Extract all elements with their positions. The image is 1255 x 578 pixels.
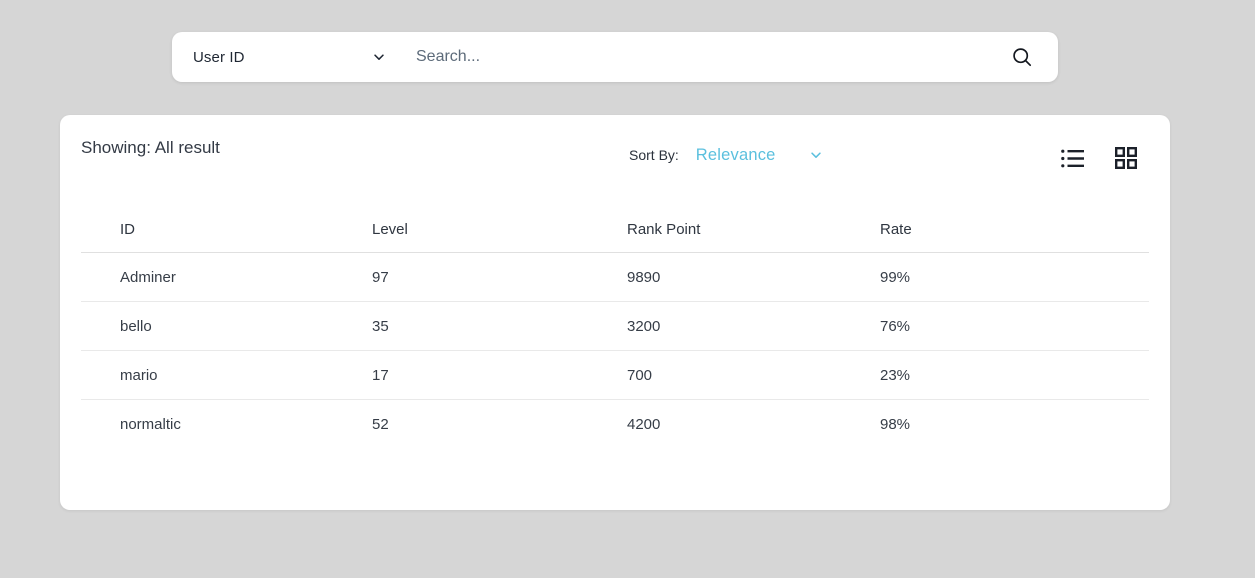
- table-row[interactable]: Adminer 97 9890 99%: [81, 253, 1149, 302]
- cell-id: Adminer: [120, 268, 176, 286]
- search-bar: User ID: [172, 32, 1058, 82]
- cell-level: 17: [372, 366, 389, 384]
- cell-rank-point: 9890: [627, 268, 661, 286]
- search-input[interactable]: [408, 32, 1010, 82]
- search-filter-dropdown[interactable]: User ID: [172, 32, 408, 82]
- table-row[interactable]: bello 35 3200 76%: [81, 302, 1149, 351]
- table-row[interactable]: mario 17 700 23%: [81, 351, 1149, 400]
- column-header-id: ID: [120, 221, 135, 238]
- cell-level: 35: [372, 317, 389, 335]
- cell-level: 97: [372, 268, 389, 286]
- cell-rate: 76%: [880, 317, 911, 335]
- results-table: ID Level Rank Point Rate Adminer 97 9890…: [81, 207, 1149, 449]
- showing-label: Showing: All result: [81, 138, 220, 157]
- cell-rate: 99%: [880, 268, 911, 286]
- table-header-row: ID Level Rank Point Rate: [81, 207, 1149, 253]
- sort-value: Relevance: [695, 146, 776, 164]
- cell-rate: 98%: [880, 416, 911, 433]
- cell-rank-point: 3200: [627, 317, 661, 335]
- results-card: Showing: All result Sort By: Relevance: [60, 115, 1170, 510]
- cell-rank-point: 4200: [627, 416, 661, 433]
- cell-id: bello: [120, 317, 152, 335]
- cell-rank-point: 700: [627, 366, 653, 384]
- column-header-rate: Rate: [880, 221, 912, 238]
- sort-by-group: Sort By: Relevance: [629, 143, 823, 167]
- sort-by-label: Sort By:: [629, 147, 679, 163]
- chevron-down-icon: [372, 50, 386, 64]
- grid-view-icon[interactable]: [1115, 147, 1137, 169]
- chevron-down-icon: [809, 148, 823, 162]
- cell-id: mario: [120, 366, 158, 384]
- cell-level: 52: [372, 416, 389, 433]
- column-header-level: Level: [372, 221, 408, 238]
- sort-select[interactable]: Relevance: [696, 143, 823, 167]
- view-toggle-group: [1061, 147, 1137, 169]
- cell-rate: 23%: [880, 366, 911, 384]
- list-view-icon[interactable]: [1061, 149, 1084, 168]
- column-header-rank-point: Rank Point: [627, 221, 701, 238]
- cell-id: normaltic: [120, 416, 181, 433]
- search-filter-value: User ID: [193, 48, 245, 66]
- table-row[interactable]: normaltic 52 4200 98%: [81, 400, 1149, 449]
- search-icon[interactable]: [1010, 45, 1034, 69]
